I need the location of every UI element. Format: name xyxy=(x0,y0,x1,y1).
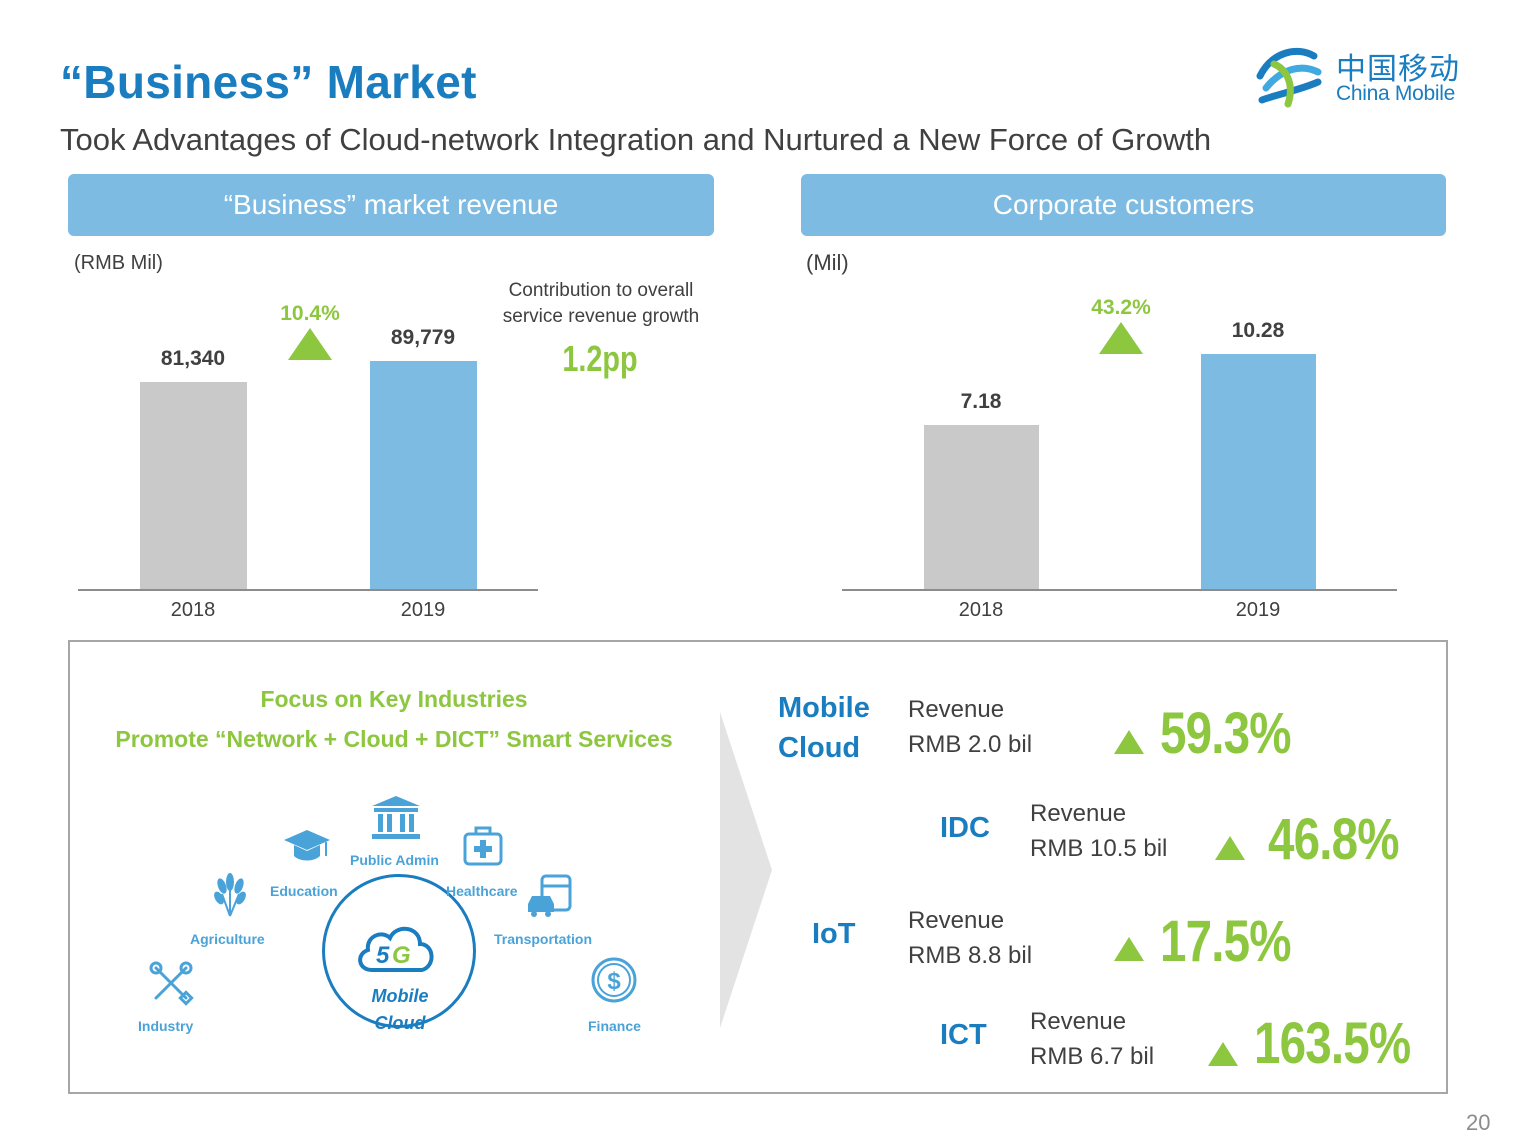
tools-icon xyxy=(149,961,194,1006)
x-axis-line xyxy=(78,589,538,591)
logo-chinese-text: 中国移动 xyxy=(1336,52,1460,87)
graduation-cap-icon xyxy=(284,830,330,861)
china-mobile-logo-icon xyxy=(1256,47,1322,108)
growth-percent-label: 10.4% xyxy=(280,302,340,325)
segment-mobile-cloud-rev-label: Revenue xyxy=(908,696,1005,723)
x-tick-label: 2018 xyxy=(958,599,1004,621)
mobile-cloud-circle xyxy=(322,874,476,1028)
industry-panel xyxy=(68,640,1448,1094)
bar-2018 xyxy=(923,424,1039,589)
customers-panel-header: Corporate customers xyxy=(801,174,1446,236)
government-building-icon xyxy=(372,796,420,839)
industry-label-public-admin: Public Admin xyxy=(350,852,439,868)
bar-2019 xyxy=(1200,354,1316,589)
segment-mobile-cloud-name-2: Cloud xyxy=(778,732,861,764)
center-label-1: Mobile xyxy=(371,986,429,1006)
bus-car-icon xyxy=(528,874,572,917)
segment-ict-name: ICT xyxy=(940,1019,987,1051)
bar-value-label: 81,340 xyxy=(160,347,226,371)
5g-cloud-icon: 5 G xyxy=(358,927,434,972)
bar-value-label: 89,779 xyxy=(390,326,456,349)
bar-2018 xyxy=(139,382,247,589)
industry-label-education: Education xyxy=(270,883,338,899)
segment-ict-rev-value: RMB 6.7 bil xyxy=(1030,1043,1155,1070)
page-subtitle: Took Advantages of Cloud-network Integra… xyxy=(60,122,1212,157)
svg-text:$: $ xyxy=(607,968,621,995)
chevron-arrow-icon xyxy=(720,712,772,1028)
up-triangle-icon xyxy=(288,328,332,360)
segment-mobile-cloud-name-1: Mobile xyxy=(778,692,870,724)
segment-ict-rev-label: Revenue xyxy=(1030,1008,1127,1035)
segment-ict-growth: 163.5% xyxy=(1254,1011,1411,1076)
x-tick-label: 2019 xyxy=(1235,599,1281,621)
contribution-label: Contribution to overall service revenue … xyxy=(502,280,700,327)
bar-value-label: 10.28 xyxy=(1231,319,1285,342)
segment-idc-name: IDC xyxy=(940,812,990,844)
industry-label-finance: Finance xyxy=(588,1018,641,1034)
focus-title-line1: Focus on Key Industries xyxy=(260,686,528,712)
logo-english-text: China Mobile xyxy=(1336,82,1455,105)
segment-iot-rev-value: RMB 8.8 bil xyxy=(908,942,1033,969)
up-triangle-icon xyxy=(1099,322,1143,354)
segment-idc-rev-label: Revenue xyxy=(1030,800,1127,827)
segment-iot-growth: 17.5% xyxy=(1160,909,1292,974)
segment-iot-name: IoT xyxy=(812,918,856,950)
segment-idc-rev-value: RMB 10.5 bil xyxy=(1030,835,1168,862)
segment-mobile-cloud-rev-value: RMB 2.0 bil xyxy=(908,731,1033,758)
svg-text:G: G xyxy=(392,942,411,969)
medical-kit-icon xyxy=(463,826,503,866)
industry-label-transportation: Transportation xyxy=(494,931,593,947)
svg-text:5: 5 xyxy=(376,942,390,969)
up-triangle-icon xyxy=(1208,1042,1238,1066)
industry-label-agriculture: Agriculture xyxy=(190,931,265,947)
industry-label-healthcare: Healthcare xyxy=(446,883,518,899)
up-triangle-icon xyxy=(1215,836,1245,860)
up-triangle-icon xyxy=(1114,730,1144,754)
segment-mobile-cloud-growth: 59.3% xyxy=(1160,701,1292,766)
contribution-value: 1.2pp xyxy=(562,338,638,379)
center-label-2: Cloud xyxy=(374,1013,426,1033)
up-triangle-icon xyxy=(1114,937,1144,961)
segment-idc-growth: 46.8% xyxy=(1268,807,1400,872)
bar-2019 xyxy=(369,361,477,589)
bar-value-label: 7.18 xyxy=(960,389,1002,413)
x-tick-label: 2019 xyxy=(400,599,446,621)
growth-percent-label: 43.2% xyxy=(1091,296,1151,319)
page-title: “Business” Market xyxy=(60,56,477,108)
dollar-coin-icon: $ xyxy=(591,957,637,1003)
x-axis-line xyxy=(842,589,1397,591)
focus-title-line2: Promote “Network + Cloud + DICT” Smart S… xyxy=(115,726,673,752)
page-number: 20 xyxy=(1466,1110,1491,1135)
wheat-icon xyxy=(214,873,246,917)
x-tick-label: 2018 xyxy=(170,599,216,621)
segment-iot-rev-label: Revenue xyxy=(908,907,1005,934)
customers-unit-label: (Mil) xyxy=(806,250,849,275)
industry-label-industry: Industry xyxy=(138,1018,194,1034)
revenue-unit-label: (RMB Mil) xyxy=(74,252,163,274)
revenue-panel-header: “Business” market revenue xyxy=(68,174,714,236)
